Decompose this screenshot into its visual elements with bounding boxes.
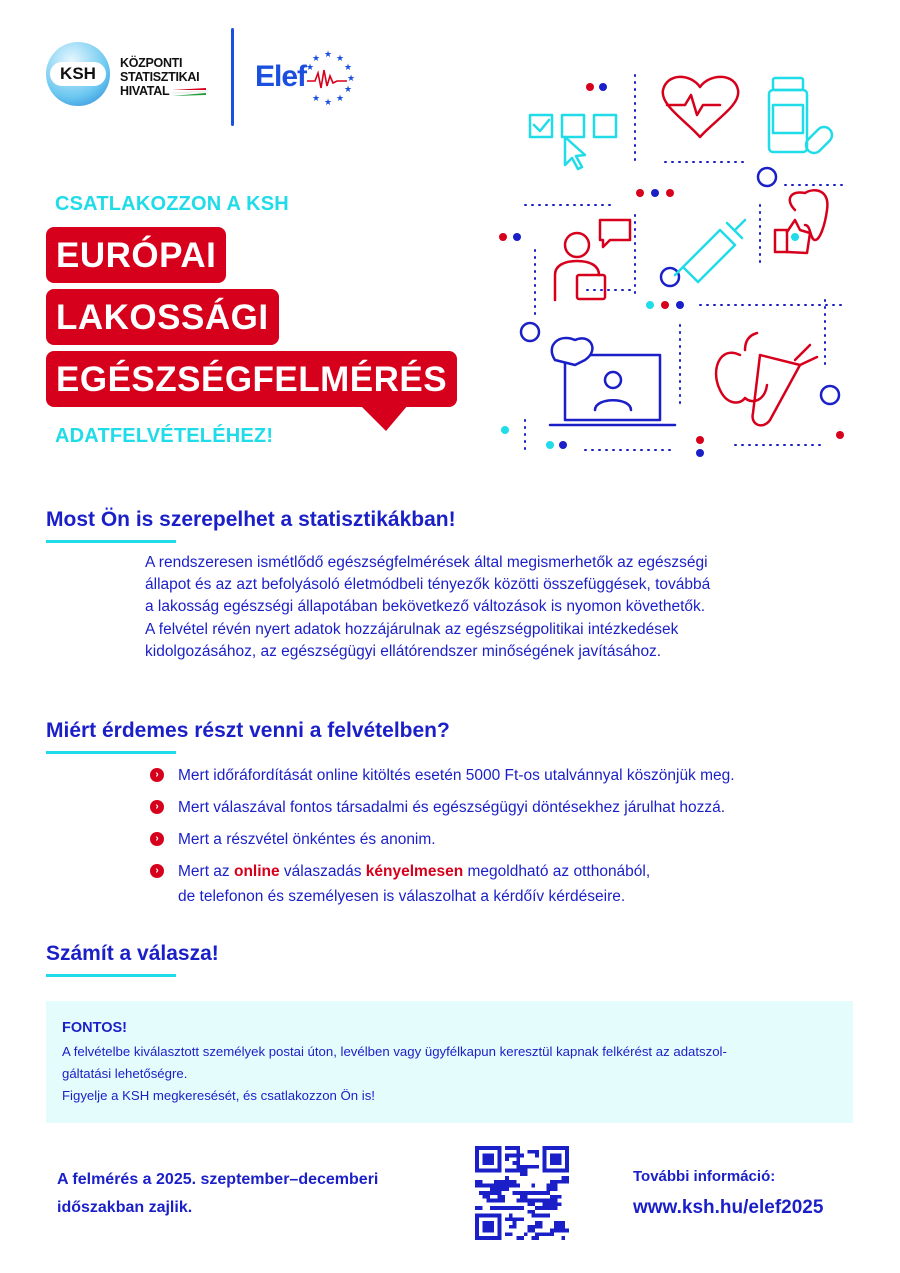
survey-period: A felmérés a 2025. szeptember–decemberi … [57,1171,379,1216]
notice-text: A felvételbe kiválasztott személyek post… [62,1044,727,1059]
notice-title: FONTOS! [62,1020,127,1036]
ksh-name: KÖZPONTI STATISZTIKAI HIVATAL [120,56,207,98]
elef-wordmark: Elef [255,60,307,93]
more-info-link[interactable]: www.ksh.hu/elef2025 [633,1197,824,1218]
hero-title-line-2: LAKOSSÁGI [46,289,279,345]
svg-text:★: ★ [324,97,332,107]
ksh-badge: KSH [50,62,106,86]
chevron-right-icon: › [150,832,164,846]
notice-text: Figyelje a KSH megkeresését, és csatlako… [62,1088,375,1103]
chevron-right-icon: › [150,768,164,782]
doctor-chat-icon [553,218,632,302]
logo-divider [231,28,234,126]
ksh-logo: KSH [46,42,110,106]
hero-title-line-3: EGÉSZSÉGFELMÉRÉS [46,351,458,407]
chevron-right-icon: › [150,800,164,814]
tooth-thumb-icon [773,189,829,255]
more-info-label: További információ: [633,1168,776,1185]
hungarian-flag-stripes-icon [172,87,207,96]
intro-paragraph: A rendszeresen ismétlődő egészségfelméré… [145,554,711,660]
hero-kicker: CSATLAKOZZON A KSH [55,193,289,215]
health-icons-illustration [499,74,846,457]
section-heading-why: Miért érdemes részt venni a felvételben? [46,719,450,742]
svg-text:★: ★ [312,93,320,103]
section-heading-counts: Számít a válasza! [46,942,219,965]
eu-stars-pulse-icon: ★ ★★ ★★★ ★★★★ [306,49,355,107]
apple-carrot-icon [714,331,819,427]
laptop-video-call-icon [548,336,677,427]
heading-underline [46,974,176,977]
qr-code[interactable] [475,1146,569,1240]
syringe-icon [673,218,747,284]
notice-box: FONTOS! A felvételbe kiválasztott személ… [46,1001,853,1123]
heart-pulse-icon [661,75,740,139]
svg-text:★: ★ [306,62,314,72]
hero-title-line-1: EURÓPAI [46,227,227,283]
svg-text:★: ★ [336,53,344,63]
svg-text:★: ★ [324,49,332,59]
notice-text: gáltatási lehetőségre. [62,1066,188,1081]
svg-text:★: ★ [347,73,355,83]
elef-logo: Elef ★ ★ ★ ★ ★ ★ ★ ★ ★ ★ [255,48,355,108]
pill-bottle-icon [767,76,834,155]
svg-text:★: ★ [344,62,352,72]
heading-underline [46,540,176,543]
hero-subtitle: ADATFELVÉTELÉHEZ! [55,425,274,447]
svg-text:★: ★ [344,84,352,94]
svg-text:★: ★ [336,93,344,103]
svg-text:★: ★ [312,53,320,63]
heading-underline [46,751,176,754]
checkbox-cursor-icon [528,113,618,171]
speech-pointer [360,405,408,431]
section-heading-participate: Most Ön is szerepelhet a statisztikákban… [46,508,456,531]
chevron-right-icon: › [150,864,164,878]
